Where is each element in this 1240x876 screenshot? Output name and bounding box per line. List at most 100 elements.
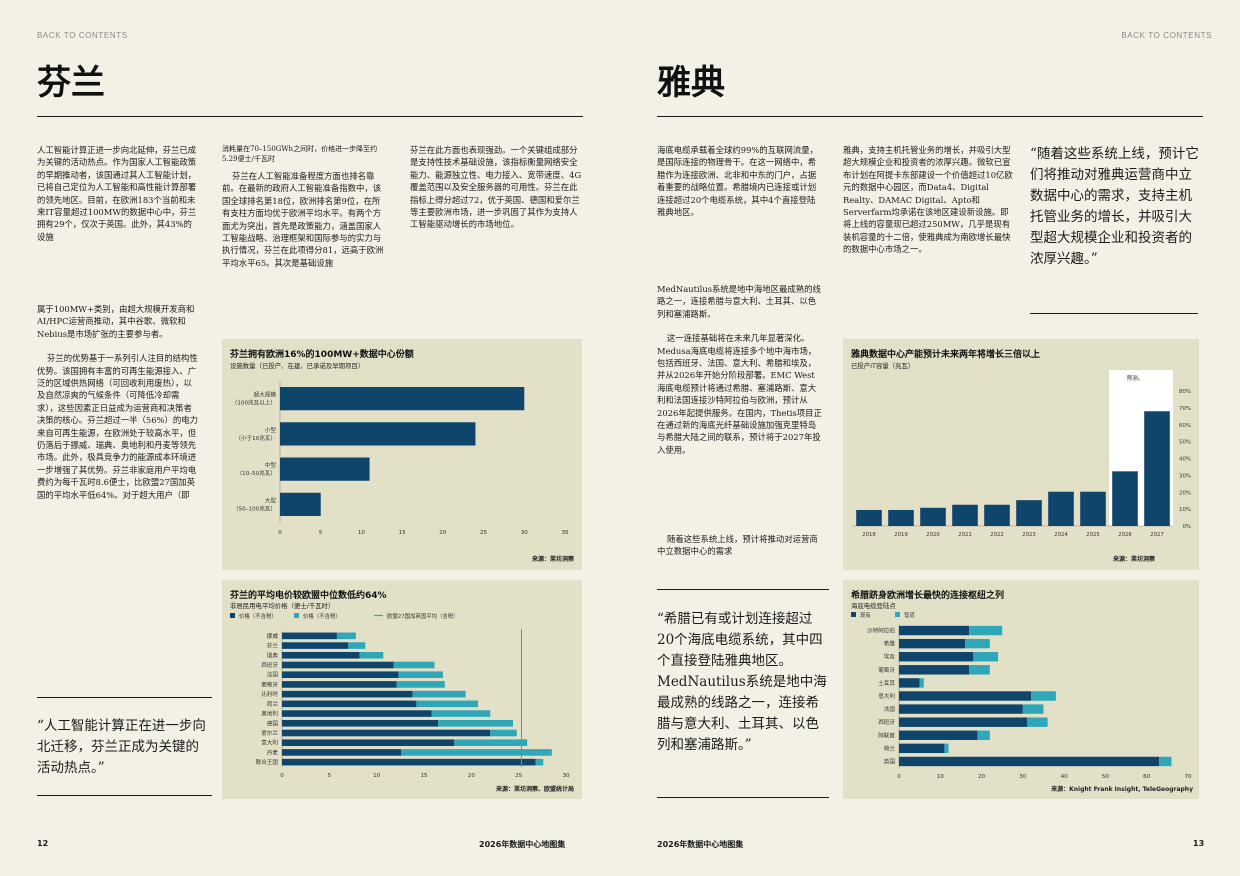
y-tick-label: 20%	[1179, 490, 1191, 496]
legend-label: 欧盟27国加英国平均（含税）	[387, 612, 459, 620]
tick-label: 15	[420, 773, 428, 779]
legend-label: 价格（不含税）	[239, 612, 277, 620]
bar-segment-pipeline	[944, 743, 949, 754]
category-label: 意大利	[261, 739, 278, 747]
bar-segment-pipeline	[1159, 756, 1172, 767]
bar-2025	[1080, 491, 1106, 526]
back-to-contents-link-right[interactable]: BACK TO CONTENTS	[1121, 31, 1212, 40]
bar-2020	[920, 507, 946, 526]
category-label: 希腊	[884, 640, 896, 648]
category-label: 大型	[265, 496, 277, 504]
bar-segment-existing	[899, 678, 920, 688]
tick-label: 2019	[894, 532, 908, 538]
chart-subtitle: 设施数量（已投产、在建、已承诺及早期项目）	[230, 362, 365, 370]
y-tick-label: 60%	[1179, 423, 1191, 429]
athens-col1-para3: 这一连接基础将在未来几年显著深化。Medusa海底电缆将连接多个地中海市场，包括…	[657, 333, 822, 455]
quote-rule-right	[1030, 313, 1198, 314]
category-label: 荷兰	[267, 700, 279, 708]
finland-col2-para2: 芬兰在人工智能准备程度方面也排名靠前。在最新的政府人工智能准备指数中，该国全球排…	[222, 171, 384, 268]
y-tick-label: 70%	[1179, 406, 1191, 412]
tick-label: 2022	[990, 532, 1004, 538]
category-label: 芬兰	[267, 642, 279, 650]
finland-col1: 人工智能计算正进一步向北延伸，芬兰已成为关键的活动热点。作为国家人工智能政策的早…	[37, 144, 200, 255]
tick-label: 20	[978, 774, 986, 780]
bar-segment-base	[282, 681, 397, 688]
bar-segment-tax	[416, 700, 478, 708]
bar-segment-existing	[899, 756, 1160, 767]
bar-0	[280, 386, 525, 411]
chart-finland-capacity-svg: 超大规模（100兆瓦以上） 小型（小于10兆瓦） 中型（10–50兆瓦） 大型（50–…	[232, 381, 569, 536]
tick-label: 70	[1184, 774, 1192, 780]
tick-label: 10	[358, 530, 366, 536]
tick-label: 2027	[1150, 532, 1164, 538]
athens-col1-para1: 海底电缆承载着全球约99%的互联网流量，是国际连接的物理骨干。在这一网络中，希腊…	[657, 145, 818, 218]
chart-finland-electricity-svg: 价格（不含税） 价格（不含税） 欧盟27国加英国平均（含税） 挪威芬兰瑞典西班牙法国葡…	[230, 612, 570, 779]
quote-rule-mid-top	[657, 589, 829, 590]
tick-label: 2026	[1118, 532, 1132, 538]
category-label: （小于10兆瓦）	[235, 434, 276, 442]
quote-rule-bottom	[37, 795, 212, 796]
bar-segment-pipeline	[969, 625, 1003, 636]
bar-segment-existing	[899, 704, 1023, 714]
tick-label: 40	[1061, 774, 1069, 780]
category-label: 奥地利	[261, 710, 278, 718]
category-label: 西班牙	[878, 718, 895, 726]
bar-segment-existing	[899, 730, 978, 740]
category-label: 西班牙	[261, 661, 278, 669]
chart-title: 雅典数据中心产能预计未来两年将增长三倍以上	[851, 350, 1041, 360]
y-tick-label: 30%	[1179, 473, 1191, 479]
tick-label: 15	[399, 530, 407, 536]
tick-label: 50	[1102, 774, 1110, 780]
category-label: 德国	[267, 719, 279, 727]
legend-swatch	[230, 613, 235, 618]
title-rule-right	[657, 116, 1203, 117]
bar-segment-base	[282, 710, 432, 717]
finland-col3-para1: 芬兰在此方面也表现强劲。一个关键组成部分是支持性技术基础设施，该指标衡量网络安全…	[410, 145, 582, 230]
title-rule	[37, 116, 583, 117]
bar-segment-tax	[401, 749, 552, 756]
bar-2024	[1048, 491, 1074, 526]
y-tick-label: 50%	[1179, 440, 1191, 446]
athens-col1-para2: MedNautilus系统是地中海地区最成熟的线路之一，连接希腊与意大利、土耳其…	[657, 284, 821, 319]
chart-subtitle: 已投产IT容量（兆瓦）	[851, 362, 915, 370]
tick-label: 2025	[1086, 532, 1100, 538]
tick-label: 0	[280, 773, 284, 779]
chart-athens-capacity-svg: 预测。 2018 2019 2020 2021 2022 2023 2024 2025 2026 2…	[853, 370, 1191, 538]
forecast-label: 预测。	[1127, 374, 1144, 382]
chart-finland-electricity: 芬兰的平均电价较欧盟中位数低约64% 非居民用电平均价格（便士/千瓦时） 价格（…	[222, 580, 582, 799]
page-title-athens: 雅典	[657, 63, 725, 103]
page-number-left: 12	[37, 839, 49, 848]
y-tick-label: 10%	[1179, 507, 1191, 513]
category-label: （10–50兆瓦）	[237, 469, 276, 477]
chart-source: 来源：莱坊洞察	[531, 556, 574, 563]
bar-segment-tax	[412, 690, 466, 698]
category-label: 葡萄牙	[261, 680, 278, 688]
bar-segment-base	[282, 632, 337, 640]
tick-label: 0	[897, 774, 901, 780]
chart-title: 芬兰拥有欧洲16%的100MW+数据中心份额	[230, 350, 414, 360]
athens-col1: 海底电缆承载着全球约99%的互联网流量，是国际连接的物理骨干。在这一网络中，希腊…	[657, 144, 822, 230]
bar-segment-existing	[899, 743, 945, 754]
category-label: 瑞典	[267, 651, 279, 659]
chart-title: 希腊跻身欧洲增长最快的连接枢纽之列	[851, 591, 1005, 601]
bar-segment-pipeline	[919, 678, 924, 688]
category-label: 法国	[884, 705, 896, 713]
bar-segment-existing	[899, 665, 970, 675]
bar-segment-tax	[398, 671, 443, 679]
athens-col1-para4: 随着这些系统上线，预计将推动对运营商中立数据中心的需求	[657, 534, 818, 557]
category-label: 比利时	[261, 690, 278, 698]
bar-segment-base	[282, 661, 394, 669]
athens-col1c: 随着这些系统上线，预计将推动对运营商中立数据中心的需求	[657, 533, 822, 570]
bar-segment-tax	[396, 681, 445, 688]
bar-2027	[1144, 411, 1170, 526]
bar-segment-base	[282, 700, 417, 708]
quote-rule-top	[37, 697, 212, 698]
back-to-contents-link[interactable]: BACK TO CONTENTS	[37, 31, 128, 40]
bar-segment-base	[282, 739, 455, 747]
bar-segment-base	[282, 651, 360, 659]
category-label: 阿联酋	[878, 731, 895, 739]
category-label: 联合王国	[256, 758, 279, 766]
bar-segment-base	[282, 690, 413, 698]
bar-segment-tax	[393, 661, 435, 669]
tick-label: 10	[373, 773, 381, 779]
